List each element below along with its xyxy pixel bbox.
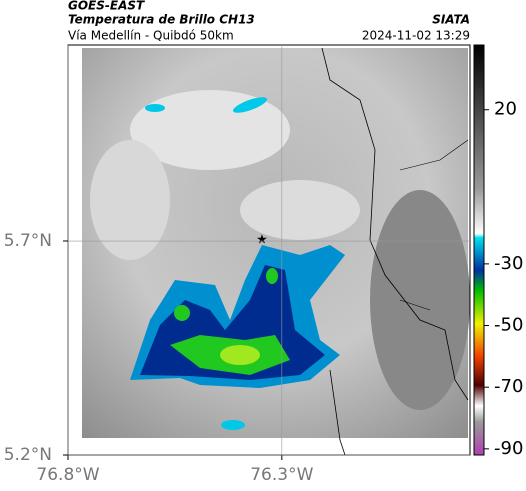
datetime: 2024-11-02 13:29 [362, 29, 470, 43]
colorbar-tick-label: -30 [494, 253, 523, 274]
title: GOES-EAST [68, 0, 145, 13]
y-tick-label: 5.7°N [4, 231, 52, 251]
map-background: ★ [67, 40, 471, 455]
subtitle: Temperatura de Brillo CH13 [68, 13, 255, 27]
colorbar-tick-label: -70 [494, 376, 523, 397]
colorbar [473, 44, 485, 456]
x-tick-label: 76.8°W [36, 465, 99, 485]
y-tick-label: 5.2°N [4, 445, 52, 465]
location: Vía Medellín - Quibdó 50km [68, 29, 234, 43]
svg-text:★: ★ [256, 233, 268, 248]
colorbar-tick-label: -50 [494, 315, 523, 336]
colorbar-tick-label: -90 [494, 438, 523, 459]
source: SIATA [432, 13, 470, 27]
x-tick-label: 76.3°W [250, 465, 313, 485]
colorbar-tick-label: 20 [494, 99, 517, 120]
